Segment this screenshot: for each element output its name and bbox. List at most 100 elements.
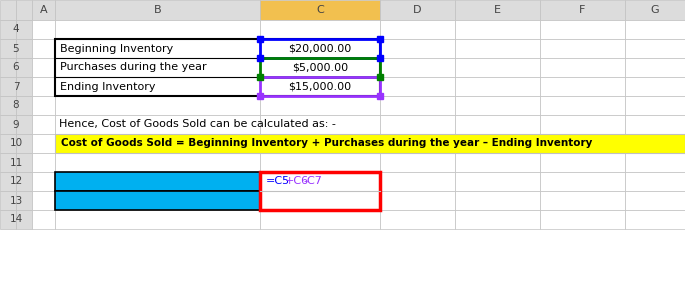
Bar <box>540 58 625 77</box>
Text: C: C <box>316 5 324 15</box>
Bar <box>625 191 685 210</box>
Bar <box>260 58 380 77</box>
Text: Cost of Goods Sold: Cost of Goods Sold <box>60 196 175 205</box>
Text: 14: 14 <box>10 214 23 225</box>
Bar <box>260 96 380 115</box>
Bar <box>540 134 625 153</box>
Bar <box>0 191 16 210</box>
Bar <box>32 77 55 96</box>
Bar <box>260 191 380 210</box>
Bar <box>16 96 32 115</box>
Bar <box>16 0 32 20</box>
Bar <box>16 20 32 39</box>
Bar <box>32 191 55 210</box>
Bar <box>32 20 55 39</box>
Text: Cost of Goods Sold = Beginning Inventory + Purchases during the year – Ending In: Cost of Goods Sold = Beginning Inventory… <box>61 139 593 148</box>
Bar <box>540 39 625 58</box>
Bar <box>260 39 380 58</box>
Text: 11: 11 <box>10 157 23 167</box>
Bar <box>625 39 685 58</box>
Bar <box>455 77 540 96</box>
Text: $5,000.00: $5,000.00 <box>292 62 348 72</box>
Text: B: B <box>153 5 161 15</box>
Bar <box>32 96 55 115</box>
Text: -C7: -C7 <box>303 176 322 187</box>
Bar <box>625 134 685 153</box>
Bar <box>0 210 16 229</box>
Bar <box>455 20 540 39</box>
Text: 8: 8 <box>13 101 19 110</box>
Bar <box>540 210 625 229</box>
Bar <box>625 172 685 191</box>
Bar <box>16 115 32 134</box>
Bar <box>455 58 540 77</box>
Bar <box>55 39 260 58</box>
Bar <box>32 153 55 172</box>
Bar <box>0 172 16 191</box>
Text: Purchases during the year: Purchases during the year <box>60 62 207 72</box>
Bar <box>55 0 260 20</box>
Bar <box>380 77 455 96</box>
Bar <box>625 96 685 115</box>
Bar <box>625 20 685 39</box>
Bar <box>0 0 16 20</box>
Bar <box>455 39 540 58</box>
Bar <box>455 96 540 115</box>
Bar <box>455 210 540 229</box>
Text: 7: 7 <box>13 81 19 92</box>
Bar <box>16 153 32 172</box>
Bar <box>55 20 260 39</box>
Text: D: D <box>413 5 422 15</box>
Bar <box>0 134 16 153</box>
Text: A: A <box>40 5 47 15</box>
Bar <box>32 172 55 191</box>
Bar <box>260 20 380 39</box>
Text: 4: 4 <box>13 24 19 35</box>
Bar <box>260 58 380 77</box>
Bar <box>455 0 540 20</box>
Text: $15,000.00: $15,000.00 <box>288 81 351 92</box>
Bar <box>32 210 55 229</box>
Text: 13: 13 <box>10 196 23 205</box>
Text: 12: 12 <box>10 176 23 187</box>
Bar <box>540 77 625 96</box>
Bar <box>55 172 260 191</box>
Bar <box>16 172 32 191</box>
Text: E: E <box>494 5 501 15</box>
Bar <box>380 58 455 77</box>
Bar <box>55 39 380 96</box>
Bar <box>380 0 455 20</box>
Bar <box>16 58 32 77</box>
Bar <box>380 191 455 210</box>
Bar <box>32 115 55 134</box>
Bar <box>540 0 625 20</box>
Bar <box>55 134 685 153</box>
Bar <box>55 191 260 210</box>
Bar <box>55 172 260 191</box>
Bar <box>260 153 380 172</box>
Bar <box>260 77 380 96</box>
Bar <box>625 153 685 172</box>
Text: G: G <box>651 5 659 15</box>
Bar <box>540 172 625 191</box>
Bar <box>55 58 260 77</box>
Bar <box>260 172 380 210</box>
Text: Hence, Cost of Goods Sold can be calculated as: -: Hence, Cost of Goods Sold can be calcula… <box>59 119 336 130</box>
Bar <box>0 39 16 58</box>
Bar <box>55 153 260 172</box>
Bar <box>0 20 16 39</box>
Bar <box>260 210 380 229</box>
Bar <box>455 172 540 191</box>
Bar <box>260 134 380 153</box>
Text: $20,000.00: $20,000.00 <box>288 44 351 53</box>
Bar <box>55 191 260 210</box>
Bar <box>16 134 32 153</box>
Bar <box>455 115 540 134</box>
Text: 5: 5 <box>13 44 19 53</box>
Bar <box>540 153 625 172</box>
Text: Beginning Inventory: Beginning Inventory <box>60 44 173 53</box>
Bar <box>0 58 16 77</box>
Text: F: F <box>580 5 586 15</box>
Bar <box>625 115 685 134</box>
Bar <box>32 0 55 20</box>
